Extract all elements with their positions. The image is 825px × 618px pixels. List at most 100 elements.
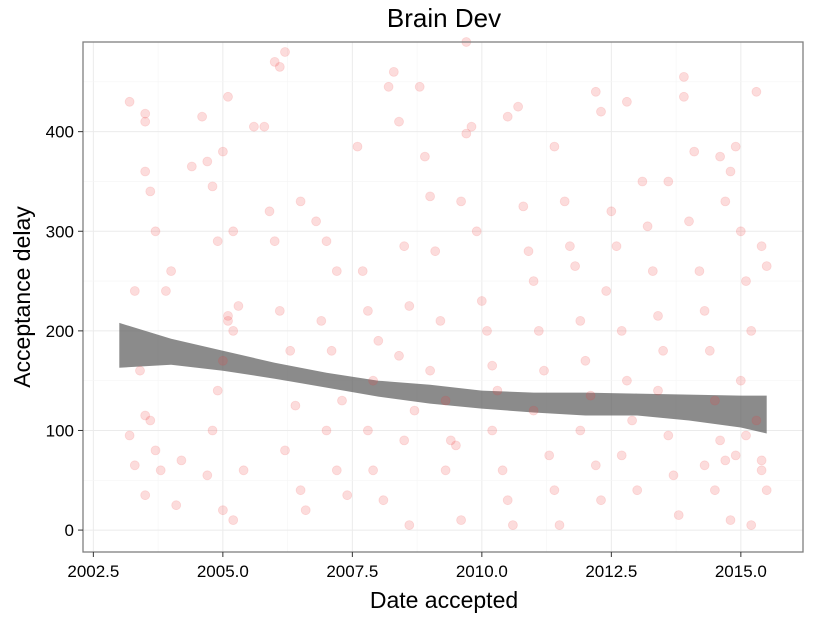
data-point bbox=[513, 101, 523, 112]
data-point bbox=[487, 425, 498, 436]
data-point bbox=[300, 505, 311, 516]
data-point bbox=[388, 67, 399, 77]
data-point bbox=[492, 385, 503, 396]
data-point bbox=[394, 116, 404, 127]
data-point bbox=[653, 310, 663, 321]
data-point bbox=[223, 315, 233, 326]
data-point bbox=[280, 47, 290, 57]
data-point bbox=[549, 485, 560, 496]
data-point bbox=[342, 490, 353, 501]
data-point bbox=[528, 405, 539, 416]
data-point bbox=[611, 241, 622, 252]
data-point bbox=[430, 246, 441, 257]
data-point bbox=[653, 385, 663, 396]
data-point bbox=[290, 400, 301, 411]
data-point bbox=[129, 286, 140, 296]
y-tick-label: 0 bbox=[65, 521, 74, 540]
data-point bbox=[596, 495, 606, 506]
data-point bbox=[720, 455, 731, 466]
data-point bbox=[440, 395, 451, 406]
data-point bbox=[497, 465, 508, 476]
smooth-band-layer bbox=[119, 322, 767, 434]
data-point bbox=[720, 196, 731, 207]
data-point bbox=[419, 151, 430, 162]
data-point bbox=[140, 116, 151, 127]
data-point bbox=[331, 266, 342, 277]
data-point bbox=[140, 410, 151, 421]
data-point bbox=[533, 325, 544, 336]
data-point bbox=[663, 176, 674, 187]
data-point bbox=[647, 266, 658, 277]
data-point bbox=[756, 241, 767, 252]
data-point bbox=[565, 241, 575, 252]
data-point bbox=[746, 520, 757, 530]
data-point bbox=[337, 395, 347, 406]
data-point bbox=[269, 57, 280, 67]
data-point bbox=[735, 226, 746, 237]
data-point bbox=[409, 405, 420, 416]
data-point bbox=[280, 445, 290, 456]
data-point bbox=[627, 415, 637, 426]
x-tick-label: 2015.0 bbox=[715, 562, 767, 581]
data-point bbox=[316, 315, 327, 326]
data-point bbox=[150, 226, 161, 237]
data-point bbox=[207, 425, 218, 436]
x-axis: 2002.5 2005.0 2007.5 2010.0 2012.5 2015.0 bbox=[67, 552, 767, 581]
data-point bbox=[456, 196, 467, 207]
data-point bbox=[197, 111, 208, 122]
data-point bbox=[735, 375, 746, 386]
data-point bbox=[274, 305, 285, 316]
data-point bbox=[761, 261, 772, 272]
data-point bbox=[502, 111, 513, 122]
data-point bbox=[150, 445, 161, 456]
data-point bbox=[715, 435, 725, 446]
y-tick-label: 400 bbox=[46, 123, 74, 142]
data-point bbox=[155, 465, 166, 476]
data-point bbox=[606, 206, 617, 217]
x-axis-title: Date accepted bbox=[370, 587, 518, 613]
data-point bbox=[217, 355, 228, 366]
data-point bbox=[590, 86, 601, 97]
data-point bbox=[637, 176, 648, 187]
data-point bbox=[223, 91, 233, 102]
data-point bbox=[264, 206, 275, 217]
data-point bbox=[590, 460, 601, 471]
data-point bbox=[658, 345, 668, 356]
data-point bbox=[228, 226, 239, 237]
data-point bbox=[311, 216, 322, 227]
data-point bbox=[601, 286, 612, 296]
data-point bbox=[575, 425, 586, 436]
data-point bbox=[129, 460, 140, 471]
data-point bbox=[362, 305, 373, 316]
data-point bbox=[140, 166, 151, 177]
data-point bbox=[223, 310, 233, 321]
data-point bbox=[285, 345, 296, 356]
data-point bbox=[217, 505, 228, 516]
data-point bbox=[145, 415, 156, 426]
data-point bbox=[632, 485, 643, 496]
y-axis: 0 100 200 300 400 bbox=[46, 123, 83, 540]
data-point bbox=[756, 455, 767, 466]
data-point bbox=[124, 430, 135, 441]
data-point bbox=[445, 435, 456, 446]
data-point bbox=[663, 430, 674, 441]
data-point bbox=[425, 365, 436, 376]
data-point bbox=[668, 470, 679, 481]
data-point bbox=[761, 485, 772, 496]
data-point bbox=[233, 301, 244, 311]
data-point bbox=[673, 510, 684, 520]
data-point bbox=[238, 465, 249, 476]
data-point bbox=[471, 226, 482, 237]
data-point bbox=[725, 166, 736, 177]
data-point bbox=[487, 360, 498, 371]
data-point bbox=[575, 315, 586, 326]
data-point bbox=[124, 96, 135, 107]
data-point bbox=[378, 495, 389, 506]
x-tick-label: 2007.5 bbox=[326, 562, 378, 581]
data-point bbox=[399, 241, 410, 252]
data-point bbox=[751, 86, 762, 97]
chart-title: Brain Dev bbox=[387, 3, 501, 33]
data-point bbox=[756, 465, 767, 476]
data-point bbox=[544, 450, 555, 461]
